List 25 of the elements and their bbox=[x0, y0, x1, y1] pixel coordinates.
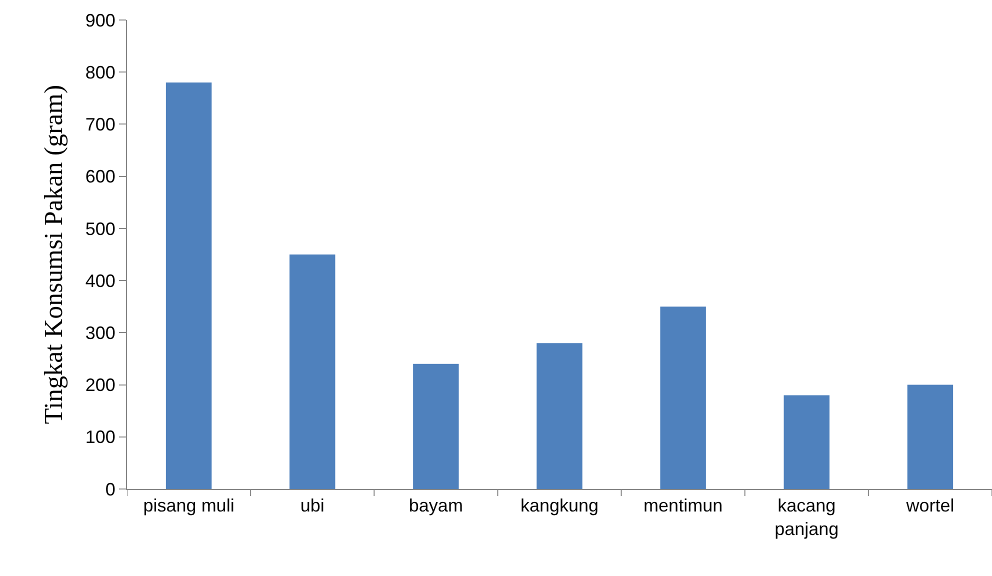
y-tick-label: 0 bbox=[105, 479, 116, 500]
y-axis-title: Tingkat Konsumsi Pakan (gram) bbox=[38, 84, 68, 424]
x-tick-label: kangkung bbox=[520, 496, 599, 516]
bar bbox=[907, 384, 954, 489]
y-tick-label: 400 bbox=[85, 270, 116, 291]
bar bbox=[166, 82, 212, 489]
y-tick-label: 300 bbox=[85, 322, 116, 343]
bar bbox=[536, 343, 582, 489]
x-tick-label: pisang muli bbox=[143, 496, 234, 516]
x-tick-label: bayam bbox=[408, 496, 463, 516]
y-tick-label: 200 bbox=[85, 375, 116, 396]
bar bbox=[784, 395, 830, 489]
x-tick-label: ubi bbox=[300, 496, 324, 516]
y-tick-label: 700 bbox=[85, 114, 116, 135]
bar bbox=[413, 364, 459, 489]
x-tick-label: kacang panjang bbox=[774, 496, 839, 539]
x-tick-label: mentimun bbox=[644, 496, 723, 516]
y-tick-label: 500 bbox=[85, 218, 116, 239]
bar bbox=[660, 306, 706, 489]
y-tick-label: 800 bbox=[85, 62, 116, 82]
bar bbox=[290, 254, 336, 489]
y-tick-label: 100 bbox=[85, 427, 116, 448]
x-tick-label: wortel bbox=[905, 496, 954, 516]
y-tick-label: 600 bbox=[85, 166, 116, 187]
y-tick-label: 900 bbox=[85, 10, 116, 30]
